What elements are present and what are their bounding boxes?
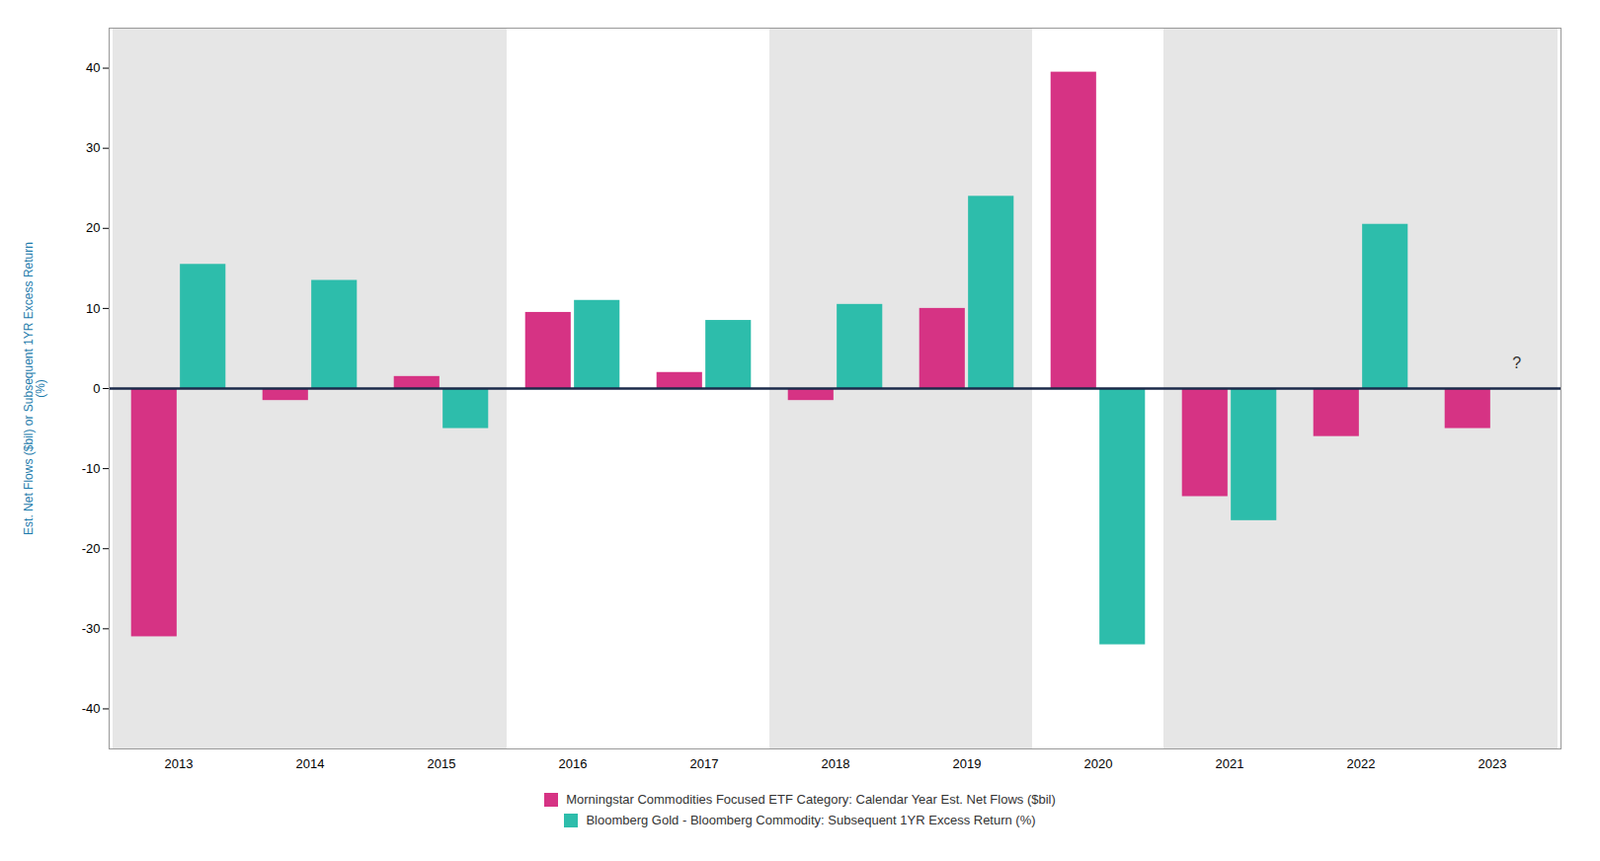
svg-text:-30: -30 bbox=[81, 621, 101, 637]
svg-text:10: 10 bbox=[85, 301, 100, 317]
svg-text:-10: -10 bbox=[81, 461, 101, 477]
svg-text:2022: 2022 bbox=[1347, 756, 1376, 772]
svg-text:?: ? bbox=[1512, 354, 1521, 372]
svg-text:20: 20 bbox=[85, 220, 100, 236]
svg-text:2020: 2020 bbox=[1084, 756, 1114, 772]
svg-text:40: 40 bbox=[85, 60, 100, 76]
svg-text:2018: 2018 bbox=[821, 756, 851, 772]
svg-text:2016: 2016 bbox=[559, 756, 588, 772]
html-text:Morningstar Commodities Focuse: Morningstar Commodities Focused ETF Cate… bbox=[566, 792, 1056, 807]
svg-text:2017: 2017 bbox=[690, 756, 720, 772]
svg-text:2014: 2014 bbox=[296, 756, 325, 772]
svg-text:2021: 2021 bbox=[1215, 756, 1245, 772]
svg-text:Est. Net Flows ($bil) or Subse: Est. Net Flows ($bil) or Subsequent 1YR … bbox=[21, 241, 48, 536]
html-text:Bloomberg Gold - Bloomberg Com: Bloomberg Gold - Bloomberg Commodity: Su… bbox=[586, 812, 1036, 828]
svg-text:2019: 2019 bbox=[953, 756, 982, 772]
svg-text:-40: -40 bbox=[81, 701, 101, 717]
svg-text:0: 0 bbox=[92, 381, 100, 397]
svg-text:2013: 2013 bbox=[164, 756, 194, 772]
svg-text:30: 30 bbox=[85, 140, 100, 156]
svg-text:-20: -20 bbox=[81, 541, 101, 557]
svg-text:2015: 2015 bbox=[427, 756, 457, 772]
svg-text:2023: 2023 bbox=[1478, 756, 1508, 772]
